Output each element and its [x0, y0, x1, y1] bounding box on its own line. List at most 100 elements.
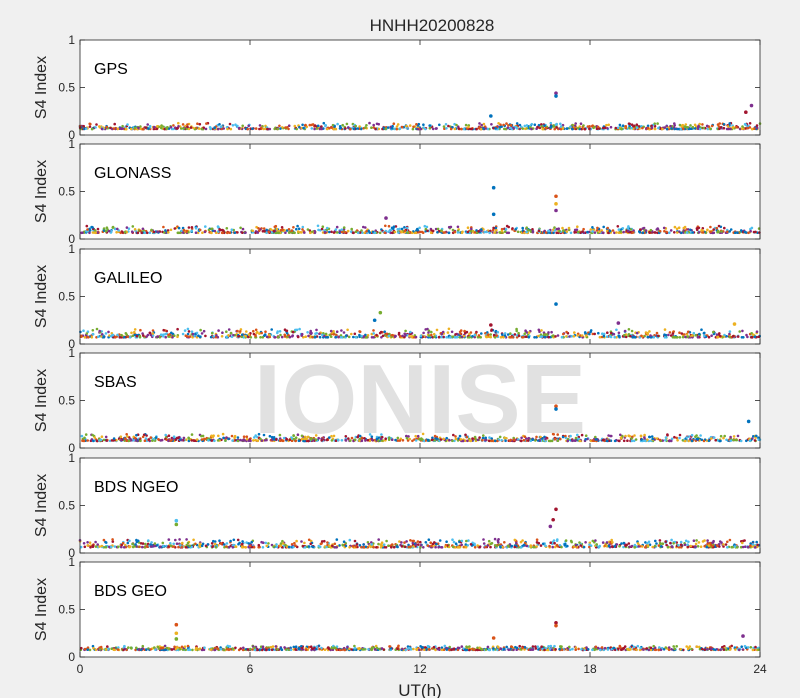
data-point: [95, 439, 99, 443]
data-point: [288, 335, 292, 339]
data-point: [166, 229, 170, 232]
y-tick-label: 1: [68, 346, 75, 360]
data-point: [111, 226, 115, 229]
data-point: [241, 227, 245, 231]
data-point: [650, 435, 654, 438]
data-point: [456, 546, 460, 549]
data-point: [269, 227, 272, 231]
data-point: [414, 335, 418, 339]
data-point: [473, 231, 477, 234]
data-point: [563, 544, 567, 547]
data-point: [258, 332, 261, 335]
data-point: [521, 127, 524, 130]
data-point: [485, 335, 489, 339]
data-point: [409, 330, 412, 334]
data-point: [131, 334, 135, 338]
data-point: [617, 331, 621, 335]
data-point: [678, 331, 681, 335]
data-point: [644, 546, 647, 549]
data-point: [340, 228, 344, 231]
data-point: [258, 124, 262, 127]
data-point: [245, 435, 249, 439]
data-point: [502, 123, 505, 127]
data-point: [543, 335, 547, 339]
data-point: [284, 543, 287, 547]
data-point: [486, 544, 490, 547]
data-point: [177, 226, 181, 230]
data-point: [499, 231, 502, 234]
data-point: [728, 230, 731, 233]
data-point: [380, 336, 383, 339]
data-point: [281, 228, 284, 231]
data-point: [495, 334, 499, 337]
data-point: [191, 336, 194, 339]
data-point: [694, 545, 697, 548]
data-point: [233, 434, 237, 438]
data-point: [516, 230, 520, 234]
data-point: [349, 127, 352, 131]
data-point: [220, 542, 223, 545]
data-point: [276, 127, 279, 131]
data-point: [679, 540, 683, 544]
data-point: [345, 334, 348, 337]
data-point: [493, 231, 496, 234]
data-point: [338, 127, 342, 130]
data-point: [384, 224, 387, 228]
data-point: [352, 335, 355, 339]
data-point: [681, 123, 685, 127]
y-tick-label: 1: [68, 137, 75, 151]
data-point: [715, 333, 719, 336]
data-point: [706, 539, 709, 542]
data-point: [314, 335, 317, 339]
data-point: [540, 335, 544, 338]
data-point: [692, 331, 696, 335]
data-point: [373, 231, 377, 235]
data-point: [197, 334, 200, 338]
data-point: [162, 328, 165, 332]
data-point: [307, 538, 311, 542]
data-point: [515, 541, 518, 545]
data-point: [524, 335, 528, 339]
data-point: [119, 231, 122, 235]
data-point: [691, 334, 694, 337]
data-point: [392, 545, 396, 549]
data-point: [302, 126, 305, 130]
y-tick-label: 0.5: [58, 185, 75, 199]
data-point: [244, 231, 247, 234]
data-point: [503, 334, 507, 338]
data-point: [577, 230, 580, 234]
data-point: [218, 539, 221, 542]
data-point: [633, 124, 636, 128]
data-point: [659, 127, 662, 130]
data-point: [591, 230, 594, 233]
y-tick-label: 0.5: [58, 499, 75, 513]
data-point: [422, 331, 425, 335]
data-point: [213, 229, 217, 233]
data-point: [104, 332, 108, 335]
data-point: [172, 542, 175, 546]
data-point: [188, 544, 192, 548]
data-point: [214, 546, 218, 549]
data-point: [639, 228, 642, 231]
data-point: [716, 123, 720, 126]
data-point: [646, 124, 650, 128]
data-point: [218, 123, 221, 126]
data-point: [700, 228, 704, 232]
data-point: [83, 336, 87, 339]
data-point: [329, 329, 333, 333]
data-point: [251, 127, 254, 130]
data-point: [377, 538, 381, 541]
data-point: [537, 334, 540, 338]
data-point: [237, 127, 241, 130]
data-point: [475, 127, 478, 131]
data-point: [225, 335, 228, 339]
data-point: [500, 229, 504, 233]
data-point: [299, 231, 302, 234]
data-point: [628, 122, 631, 126]
y-tick-label: 0: [68, 128, 75, 142]
data-point: [120, 543, 123, 547]
data-point: [672, 542, 675, 545]
data-point: [236, 439, 240, 443]
